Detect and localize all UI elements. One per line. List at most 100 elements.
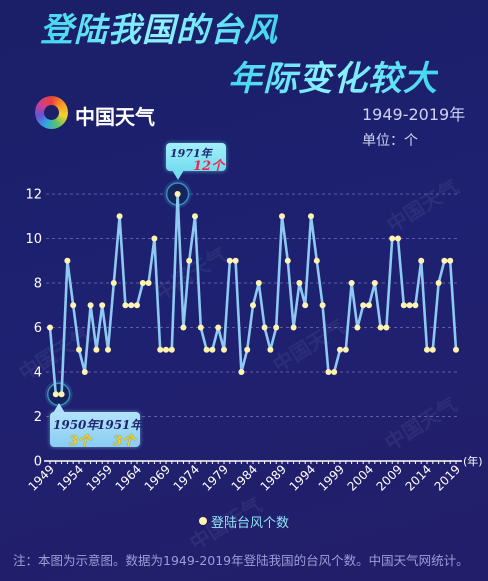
data-point	[203, 346, 210, 353]
data-point	[52, 391, 59, 398]
data-point	[389, 235, 396, 242]
data-point	[453, 346, 459, 353]
data-point	[128, 302, 135, 309]
data-point	[47, 324, 53, 331]
data-point	[400, 302, 407, 309]
data-point	[226, 257, 233, 264]
callout-value-label: 12个	[193, 159, 225, 174]
data-point	[250, 302, 256, 309]
data-point	[197, 324, 204, 331]
x-tick-label: 1959	[84, 462, 115, 493]
data-point	[116, 213, 123, 220]
data-point	[308, 213, 314, 220]
data-point	[406, 302, 413, 309]
data-point	[134, 302, 140, 309]
y-tick-label: 0	[34, 455, 42, 470]
x-tick-label: 1984	[229, 462, 260, 493]
data-point	[58, 391, 65, 398]
data-point	[105, 346, 111, 353]
callout-value-label: 3个	[69, 434, 92, 449]
logo-center	[44, 105, 59, 120]
data-point	[139, 280, 146, 286]
data-point	[377, 324, 384, 331]
data-point	[238, 369, 245, 375]
chart-period: 1949-2019年	[362, 105, 466, 124]
data-point	[296, 280, 303, 286]
legend-marker	[199, 517, 207, 525]
data-point	[110, 280, 117, 286]
data-point	[435, 280, 442, 286]
callout-pointer	[172, 170, 184, 180]
y-tick-label: 12	[25, 188, 42, 203]
x-tick-label: 1979	[200, 462, 231, 493]
data-point	[186, 257, 193, 264]
y-tick-label: 8	[34, 277, 42, 292]
callout-pointer	[53, 403, 65, 413]
data-point	[342, 346, 349, 353]
x-tick-label: 2014	[403, 462, 434, 493]
data-point	[290, 324, 297, 331]
data-point	[221, 346, 227, 353]
data-point	[267, 346, 274, 353]
data-point	[70, 302, 77, 309]
data-point	[360, 302, 367, 309]
data-point	[261, 324, 268, 331]
x-tick-label: 1999	[316, 462, 347, 493]
x-tick-label: 1969	[142, 462, 173, 493]
page-title-line-1: 登陆我国的台风	[40, 3, 278, 51]
data-point	[331, 369, 338, 375]
data-point	[145, 280, 152, 286]
data-point	[87, 302, 94, 309]
data-point	[313, 257, 320, 264]
data-point	[76, 346, 82, 353]
y-tick-label: 2	[34, 410, 42, 425]
data-point	[157, 346, 164, 353]
data-point	[418, 257, 425, 264]
data-point	[209, 346, 216, 353]
data-point	[232, 257, 239, 264]
data-point	[192, 213, 198, 220]
x-axis-unit-label: (年)	[463, 454, 483, 468]
data-point	[168, 346, 175, 353]
x-tick-label: 2009	[374, 462, 405, 493]
data-point	[273, 324, 280, 331]
x-tick-label: 1949	[26, 462, 57, 493]
data-point	[395, 235, 401, 242]
data-point	[151, 235, 158, 242]
x-tick-label: 1974	[171, 462, 202, 493]
data-point	[122, 302, 129, 309]
data-point	[163, 346, 169, 353]
data-point	[412, 302, 419, 309]
data-point	[383, 324, 390, 331]
callout-1971: 1971年 12个	[166, 143, 226, 174]
y-tick-label: 6	[34, 321, 42, 336]
data-point	[337, 346, 343, 353]
data-point	[441, 257, 448, 264]
x-tick-label: 1964	[113, 462, 144, 493]
data-point	[284, 257, 291, 264]
data-point	[99, 302, 106, 309]
data-point	[180, 324, 187, 331]
chart-unit: 单位：个	[362, 133, 418, 149]
footer-note: 注：本图为示意图。数据为1949-2019年登陆我国的台风个数。中国天气网统计。	[13, 553, 469, 568]
callout-value-label: 3个	[113, 434, 136, 449]
x-tick-label: 2019	[432, 462, 463, 493]
data-point	[354, 324, 361, 331]
data-point	[424, 346, 430, 353]
x-tick-label: 1954	[55, 462, 86, 493]
data-point	[64, 257, 71, 264]
data-point	[325, 369, 332, 375]
legend-label: 登陆台风个数	[211, 516, 290, 531]
data-point	[93, 346, 100, 353]
data-point	[174, 191, 181, 197]
callout-year-label: 1971年	[170, 147, 212, 160]
callout-year-label: 1950年	[53, 418, 99, 432]
callout-year-label: 1951年	[97, 418, 143, 432]
data-point	[302, 302, 309, 309]
data-point	[366, 302, 372, 309]
china-weather-logo-icon	[35, 96, 68, 129]
x-tick-label: 1994	[287, 462, 318, 493]
x-tick-label: 2004	[345, 462, 376, 493]
data-point	[371, 280, 378, 286]
